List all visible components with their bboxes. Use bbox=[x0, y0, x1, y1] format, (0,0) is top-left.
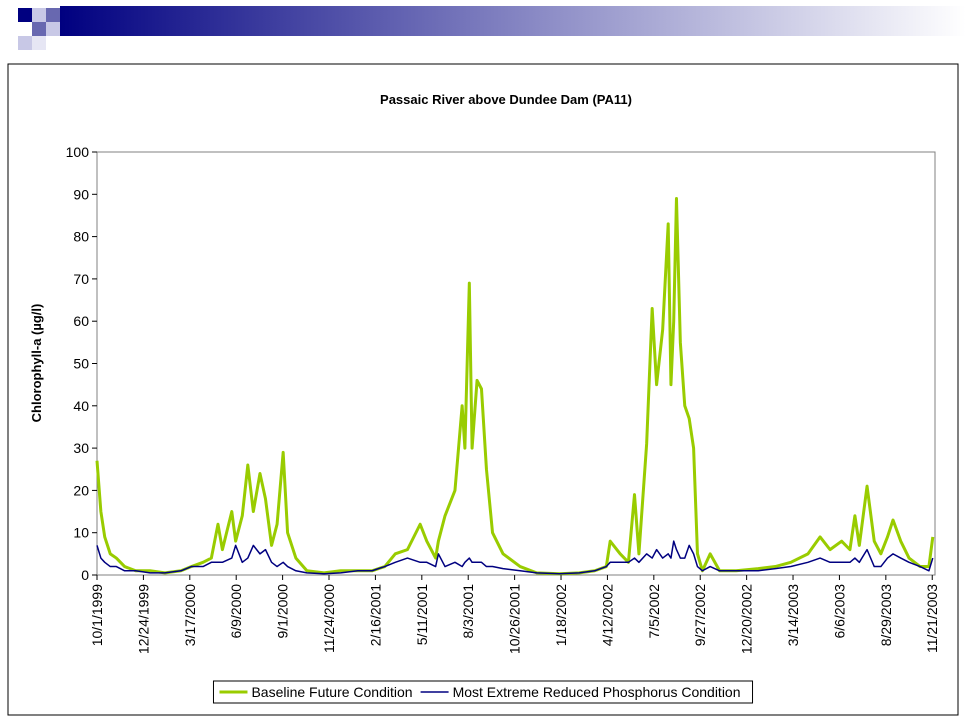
x-tick-label: 1/18/2002 bbox=[553, 584, 569, 646]
y-tick-label: 0 bbox=[81, 567, 89, 583]
x-tick-label: 4/12/2002 bbox=[599, 584, 615, 646]
x-tick-label: 6/9/2000 bbox=[228, 584, 244, 639]
y-tick-label: 60 bbox=[73, 313, 89, 329]
y-tick-label: 50 bbox=[73, 356, 89, 372]
x-tick-label: 11/21/2003 bbox=[924, 584, 940, 653]
y-tick-label: 40 bbox=[73, 398, 89, 414]
series-line bbox=[96, 540, 934, 575]
x-tick-label: 8/3/2001 bbox=[460, 584, 476, 639]
x-tick-label: 9/1/2000 bbox=[275, 584, 291, 639]
x-tick-label: 11/24/2000 bbox=[321, 584, 337, 653]
x-tick-label: 6/6/2003 bbox=[831, 584, 847, 639]
x-tick-label: 7/5/2002 bbox=[646, 584, 662, 639]
y-tick-label: 80 bbox=[73, 229, 89, 245]
x-tick-label: 3/17/2000 bbox=[182, 584, 198, 646]
x-tick-label: 3/14/2003 bbox=[785, 584, 801, 646]
y-tick-label: 20 bbox=[73, 482, 89, 498]
legend: Baseline Future Condition Most Extreme Re… bbox=[212, 680, 754, 704]
x-tick-label: 10/26/2001 bbox=[507, 584, 523, 654]
y-tick-label: 30 bbox=[73, 440, 89, 456]
legend-label: Most Extreme Reduced Phosphorus Conditio… bbox=[453, 684, 741, 700]
y-tick-label: 100 bbox=[66, 144, 90, 160]
x-tick-label: 12/20/2002 bbox=[739, 584, 755, 654]
x-tick-label: 8/29/2003 bbox=[878, 584, 894, 646]
legend-box bbox=[212, 680, 754, 704]
x-tick-label: 10/1/1999 bbox=[89, 584, 105, 646]
banner bbox=[18, 6, 966, 50]
series-line bbox=[95, 197, 935, 576]
x-tick-label: 5/11/2001 bbox=[414, 584, 430, 645]
chart-title: Passaic River above Dundee Dam (PA11) bbox=[380, 92, 632, 107]
y-axis-label: Chlorophyll-a (µg/l) bbox=[29, 304, 44, 423]
y-tick-label: 90 bbox=[73, 186, 89, 202]
legend-label: Baseline Future Condition bbox=[251, 684, 412, 700]
y-tick-label: 10 bbox=[73, 525, 89, 541]
x-tick-label: 12/24/1999 bbox=[135, 584, 151, 654]
x-tick-label: 9/27/2002 bbox=[692, 584, 708, 646]
y-tick-label: 70 bbox=[73, 271, 89, 287]
x-tick-label: 2/16/2001 bbox=[367, 584, 383, 646]
